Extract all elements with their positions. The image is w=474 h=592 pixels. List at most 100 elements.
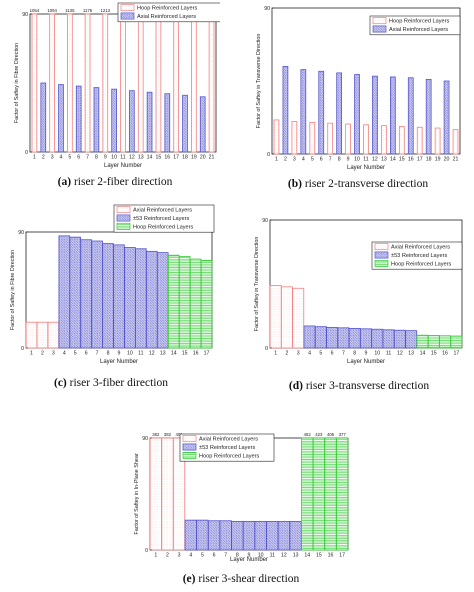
bar-14 <box>146 91 153 153</box>
legend-label: Hoop Reinforced Layers <box>389 19 450 25</box>
bar-1 <box>25 321 38 349</box>
bar-10 <box>371 328 384 349</box>
x-tick-label: 3 <box>297 351 300 357</box>
bar-7 <box>337 327 350 349</box>
bar-9 <box>345 123 351 155</box>
bar-10 <box>111 88 117 153</box>
bar-value-label: 452 <box>304 432 312 437</box>
bar-17 <box>450 335 463 349</box>
x-tick-label: 13 <box>293 553 299 559</box>
x-tick-label: 14 <box>171 351 177 357</box>
x-tick-label: 6 <box>320 157 323 163</box>
bar-5 <box>309 121 316 155</box>
legend-swatch <box>120 12 135 20</box>
bar-21 <box>452 129 459 155</box>
bar-9 <box>102 13 109 153</box>
legend-swatch <box>116 206 131 214</box>
bar-18 <box>425 78 432 155</box>
x-tick-label: 16 <box>408 157 414 163</box>
bar-12 <box>129 90 135 153</box>
x-tick-label: 16 <box>193 351 199 357</box>
x-tick-label: 10 <box>354 157 360 163</box>
x-axis-label: Layer Number <box>230 557 268 563</box>
legend-swatch <box>372 17 387 25</box>
x-tick-label: 1 <box>30 351 33 357</box>
x-tick-label: 5 <box>319 351 322 357</box>
bar-11 <box>120 13 126 153</box>
bar-value-label: 1175 <box>83 8 93 13</box>
bar-2 <box>40 82 47 153</box>
x-tick-label: 10 <box>127 351 133 357</box>
bar-16 <box>189 258 202 349</box>
bar-2 <box>36 321 49 349</box>
bar-3 <box>173 437 186 551</box>
bar-15 <box>155 13 162 153</box>
caption-e: (e) riser 3-shear direction <box>182 573 300 585</box>
legend-label: Axial Reinforced Layers <box>389 27 448 33</box>
legend-swatch <box>374 251 389 259</box>
bar-13 <box>137 13 144 153</box>
legend-box <box>113 204 215 233</box>
legend-swatch <box>374 243 389 251</box>
bar-15 <box>178 256 191 349</box>
bar-6 <box>318 70 325 155</box>
x-tick-label: 15 <box>431 351 437 357</box>
legend-box <box>117 2 220 23</box>
x-tick-label: 15 <box>399 157 405 163</box>
bar-value-label: 405 <box>327 432 335 437</box>
bar-5 <box>314 326 327 349</box>
bar-10 <box>254 520 267 551</box>
bar-4 <box>300 69 307 155</box>
bar-19 <box>434 127 441 155</box>
bar-5 <box>196 519 209 551</box>
x-tick-label: 16 <box>328 553 334 559</box>
bar-17 <box>200 259 213 349</box>
y-tick-label: 90 <box>262 218 268 224</box>
bar-8 <box>231 520 244 551</box>
bar-17 <box>336 437 349 551</box>
x-tick-label: 11 <box>363 157 368 163</box>
bar-12 <box>277 520 291 551</box>
bar-14 <box>416 334 429 349</box>
bar-15 <box>427 335 440 349</box>
bar-6 <box>80 239 92 349</box>
x-tick-label: 8 <box>236 553 239 559</box>
bar-8 <box>102 243 114 349</box>
bar-13 <box>289 520 302 551</box>
bar-2 <box>281 286 293 349</box>
bar-13 <box>157 252 169 349</box>
bar-8 <box>93 87 100 153</box>
chart-a: 1054121094341135561175781213910108011128… <box>14 2 220 169</box>
y-tick-label: 0 <box>265 346 268 352</box>
x-tick-label: 17 <box>204 351 210 357</box>
chart-b: 1 2 3 4 5 6 7 8 9 10 11 12 13 14 15 16 17 18 19 20 21090Laye… <box>256 6 461 171</box>
x-tick-label: 7 <box>86 155 89 161</box>
bar-16 <box>324 437 337 551</box>
bar-15 <box>312 437 325 551</box>
x-tick-label: 5 <box>74 351 77 357</box>
bar-11 <box>382 329 395 349</box>
x-tick-label: 6 <box>213 553 216 559</box>
x-tick-label: 21 <box>209 155 215 161</box>
x-tick-label: 20 <box>444 157 450 163</box>
x-tick-label: 5 <box>68 155 71 161</box>
caption-d: (d) riser 3-transverse direction <box>288 380 430 392</box>
x-tick-label: 8 <box>353 351 356 357</box>
legend-box <box>369 15 461 36</box>
bar-16 <box>439 335 451 349</box>
legend-label: Hoop Reinforced Layers <box>137 6 198 12</box>
y-tick-label: 0 <box>145 548 148 554</box>
x-tick-label: 21 <box>453 157 459 163</box>
bar-11 <box>135 248 147 349</box>
bar-3 <box>49 13 55 153</box>
x-tick-label: 2 <box>166 553 169 559</box>
bar-19 <box>191 13 197 153</box>
x-tick-label: 11 <box>120 155 125 161</box>
y-tick-label: 90 <box>142 436 148 442</box>
bar-8 <box>348 327 361 349</box>
x-tick-label: 3 <box>52 351 55 357</box>
x-tick-label: 4 <box>63 351 66 357</box>
legend-label: ±53 Reinforced Layers <box>391 253 447 259</box>
x-tick-label: 14 <box>390 157 396 163</box>
